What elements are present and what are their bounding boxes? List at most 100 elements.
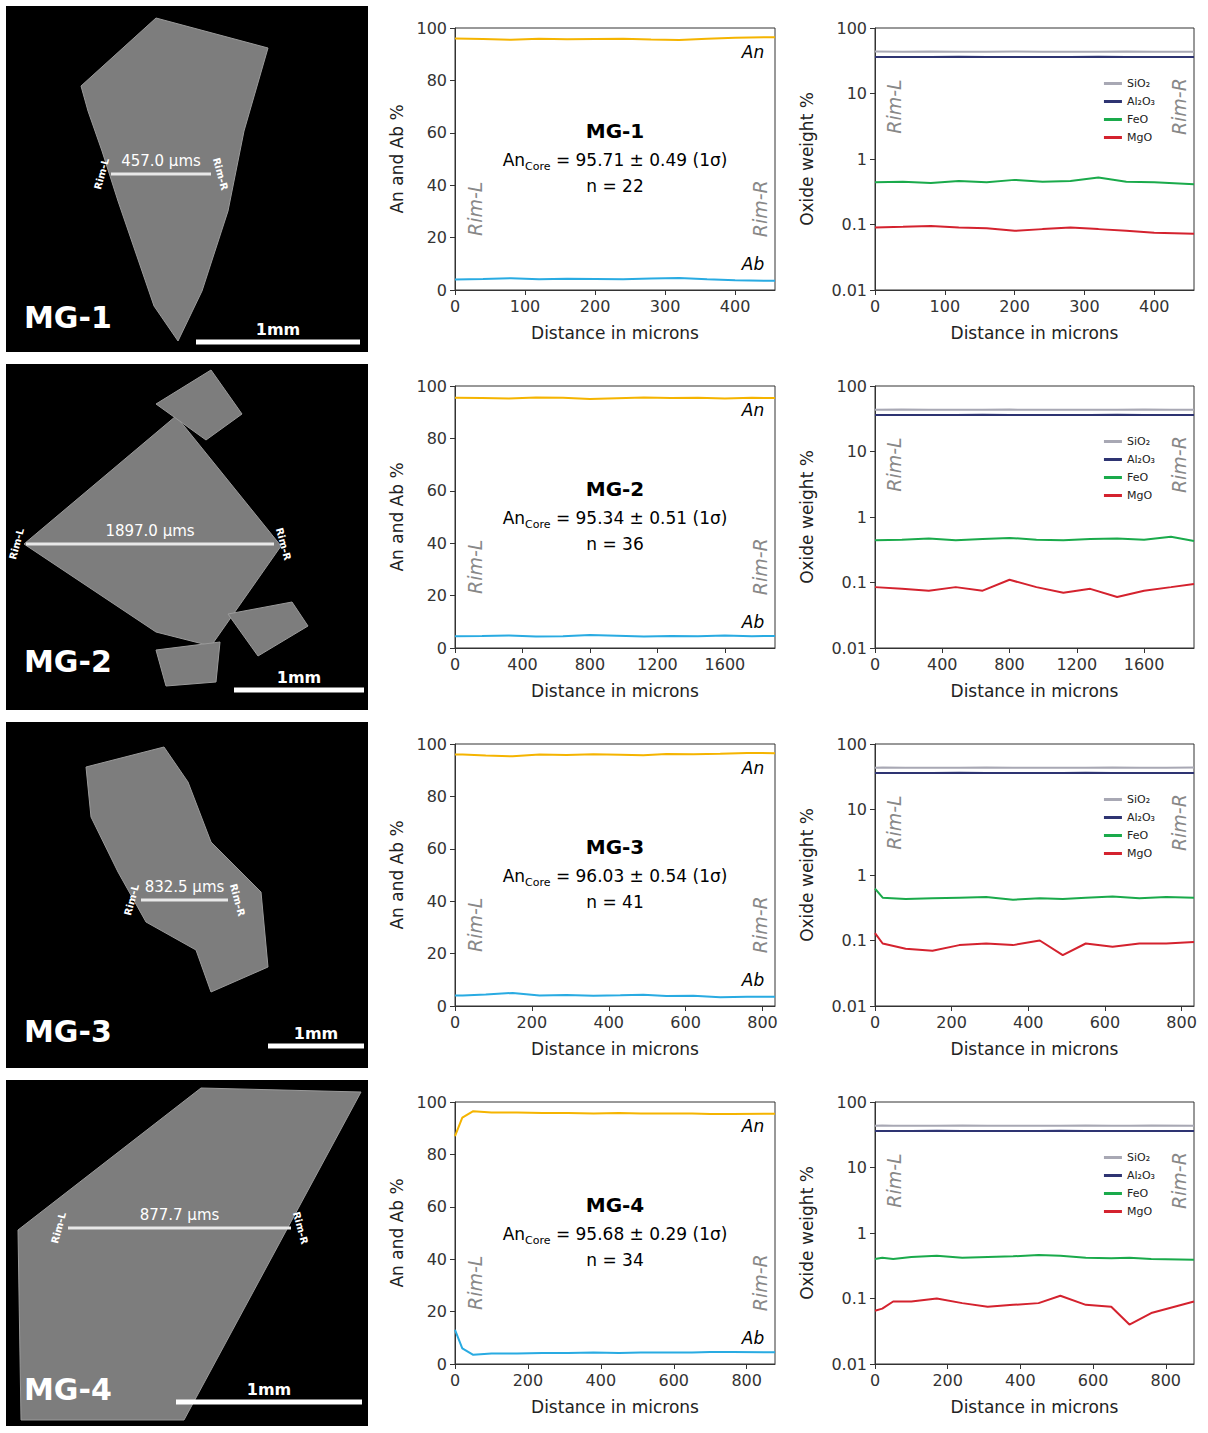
svg-text:1mm: 1mm bbox=[277, 668, 321, 687]
svg-text:0: 0 bbox=[450, 655, 460, 674]
svg-text:Rim-R: Rim-R bbox=[1168, 78, 1190, 135]
svg-text:0: 0 bbox=[870, 1013, 880, 1032]
svg-text:0.1: 0.1 bbox=[842, 931, 867, 950]
svg-text:Ab: Ab bbox=[741, 1328, 764, 1348]
svg-text:1600: 1600 bbox=[1124, 655, 1165, 674]
svg-text:1mm: 1mm bbox=[247, 1380, 291, 1399]
svg-text:0: 0 bbox=[437, 281, 447, 300]
svg-text:Rim-L: Rim-L bbox=[464, 898, 486, 952]
svg-text:40: 40 bbox=[427, 176, 447, 195]
svg-text:= 95.68 ± 0.29 (1σ): = 95.68 ± 0.29 (1σ) bbox=[550, 1224, 727, 1244]
svg-text:40: 40 bbox=[427, 892, 447, 911]
svg-text:Ab: Ab bbox=[741, 612, 764, 632]
svg-text:Rim-R: Rim-R bbox=[1168, 1152, 1190, 1209]
svg-text:= 96.03 ± 0.54 (1σ): = 96.03 ± 0.54 (1σ) bbox=[550, 866, 727, 886]
svg-text:0.1: 0.1 bbox=[842, 215, 867, 234]
svg-text:400: 400 bbox=[1005, 1371, 1036, 1390]
svg-text:Rim-R: Rim-R bbox=[1168, 436, 1190, 493]
svg-text:300: 300 bbox=[1069, 297, 1100, 316]
svg-text:100: 100 bbox=[416, 19, 447, 38]
svg-text:Rim-R: Rim-R bbox=[211, 156, 230, 191]
svg-text:Rim-R: Rim-R bbox=[274, 526, 293, 561]
svg-text:= 95.71 ± 0.49 (1σ): = 95.71 ± 0.49 (1σ) bbox=[550, 150, 727, 170]
svg-text:Rim-R: Rim-R bbox=[749, 896, 771, 953]
svg-text:0.01: 0.01 bbox=[831, 639, 867, 658]
svg-text:Distance in microns: Distance in microns bbox=[951, 1397, 1119, 1417]
svg-text:Rim-L: Rim-L bbox=[883, 437, 905, 491]
svg-text:An: An bbox=[741, 758, 764, 778]
svg-text:Core: Core bbox=[525, 1234, 551, 1247]
svg-text:MG-1: MG-1 bbox=[24, 300, 112, 335]
svg-text:300: 300 bbox=[650, 297, 681, 316]
svg-text:20: 20 bbox=[427, 228, 447, 247]
svg-text:MG-1: MG-1 bbox=[586, 119, 645, 143]
svg-text:FeO: FeO bbox=[1127, 471, 1148, 484]
svg-text:400: 400 bbox=[720, 297, 751, 316]
svg-text:MgO: MgO bbox=[1127, 489, 1152, 502]
svg-text:MG-2: MG-2 bbox=[24, 644, 112, 679]
svg-text:0: 0 bbox=[437, 639, 447, 658]
svg-text:400: 400 bbox=[593, 1013, 624, 1032]
svg-text:20: 20 bbox=[427, 586, 447, 605]
svg-text:SiO₂: SiO₂ bbox=[1127, 435, 1150, 448]
svg-text:600: 600 bbox=[670, 1013, 701, 1032]
svg-text:An: An bbox=[741, 42, 764, 62]
svg-text:Rim-R: Rim-R bbox=[749, 538, 771, 595]
svg-text:400: 400 bbox=[927, 655, 958, 674]
svg-text:800: 800 bbox=[1150, 1371, 1181, 1390]
svg-text:100: 100 bbox=[416, 377, 447, 396]
svg-text:457.0 µms: 457.0 µms bbox=[121, 152, 201, 170]
svg-text:Core: Core bbox=[525, 876, 551, 889]
svg-text:SiO₂: SiO₂ bbox=[1127, 1151, 1150, 1164]
svg-text:0: 0 bbox=[437, 1355, 447, 1374]
svg-text:200: 200 bbox=[936, 1013, 967, 1032]
svg-text:200: 200 bbox=[999, 297, 1030, 316]
svg-text:n = 34: n = 34 bbox=[586, 1250, 643, 1270]
svg-text:10: 10 bbox=[847, 84, 867, 103]
svg-text:Al₂O₃: Al₂O₃ bbox=[1127, 453, 1155, 466]
svg-text:FeO: FeO bbox=[1127, 829, 1148, 842]
svg-text:400: 400 bbox=[586, 1371, 617, 1390]
svg-text:An: An bbox=[503, 508, 525, 528]
svg-text:400: 400 bbox=[1013, 1013, 1044, 1032]
svg-text:1mm: 1mm bbox=[256, 320, 300, 339]
svg-text:10: 10 bbox=[847, 1158, 867, 1177]
svg-text:1mm: 1mm bbox=[294, 1024, 338, 1043]
svg-text:100: 100 bbox=[510, 297, 541, 316]
svg-text:0.01: 0.01 bbox=[831, 1355, 867, 1374]
svg-text:0: 0 bbox=[450, 297, 460, 316]
svg-text:Ab: Ab bbox=[741, 254, 764, 274]
svg-text:FeO: FeO bbox=[1127, 1187, 1148, 1200]
svg-text:100: 100 bbox=[836, 1093, 867, 1112]
svg-text:Rim-L: Rim-L bbox=[464, 182, 486, 236]
svg-text:10: 10 bbox=[847, 800, 867, 819]
svg-text:800: 800 bbox=[1166, 1013, 1197, 1032]
svg-text:0: 0 bbox=[450, 1013, 460, 1032]
svg-text:1: 1 bbox=[857, 1224, 867, 1243]
svg-text:400: 400 bbox=[507, 655, 538, 674]
svg-text:An: An bbox=[741, 1116, 764, 1136]
svg-text:100: 100 bbox=[416, 1093, 447, 1112]
svg-text:80: 80 bbox=[427, 1145, 447, 1164]
svg-text:Rim-R: Rim-R bbox=[228, 882, 247, 917]
svg-text:Distance in microns: Distance in microns bbox=[531, 1397, 699, 1417]
svg-text:200: 200 bbox=[580, 297, 611, 316]
svg-text:n = 41: n = 41 bbox=[586, 892, 643, 912]
svg-text:877.7 µms: 877.7 µms bbox=[140, 1206, 220, 1224]
svg-text:0: 0 bbox=[450, 1371, 460, 1390]
svg-text:An and Ab %: An and Ab % bbox=[387, 104, 407, 213]
svg-text:Ab: Ab bbox=[741, 970, 764, 990]
svg-text:40: 40 bbox=[427, 1250, 447, 1269]
svg-text:An: An bbox=[741, 400, 764, 420]
svg-text:60: 60 bbox=[427, 839, 447, 858]
svg-text:Distance in microns: Distance in microns bbox=[531, 681, 699, 701]
svg-text:600: 600 bbox=[1090, 1013, 1121, 1032]
svg-text:1: 1 bbox=[857, 866, 867, 885]
svg-text:60: 60 bbox=[427, 481, 447, 500]
svg-text:0.01: 0.01 bbox=[831, 997, 867, 1016]
svg-text:n = 22: n = 22 bbox=[586, 176, 643, 196]
svg-text:80: 80 bbox=[427, 429, 447, 448]
svg-text:200: 200 bbox=[932, 1371, 963, 1390]
svg-text:1600: 1600 bbox=[705, 655, 746, 674]
svg-text:800: 800 bbox=[731, 1371, 762, 1390]
